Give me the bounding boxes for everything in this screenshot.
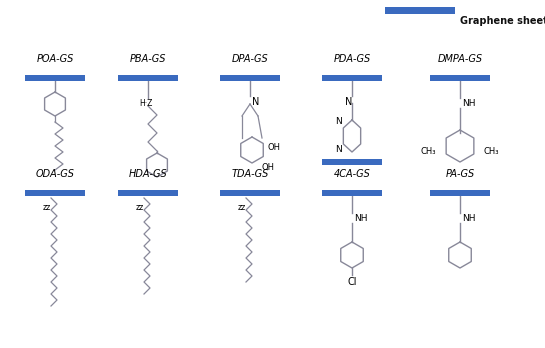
Text: POA-GS: POA-GS [37, 54, 74, 64]
Text: 4CA-GS: 4CA-GS [334, 169, 371, 179]
Text: DPA-GS: DPA-GS [232, 54, 268, 64]
Text: NH: NH [462, 214, 475, 223]
Text: N: N [335, 118, 341, 127]
Text: NH: NH [462, 99, 475, 108]
Text: ODA-GS: ODA-GS [35, 169, 75, 179]
Bar [118, 75, 178, 81]
Text: PBA-GS: PBA-GS [130, 54, 166, 64]
Text: N: N [252, 97, 259, 107]
Text: OH: OH [262, 163, 275, 172]
Bar [322, 190, 382, 196]
Text: OH: OH [267, 143, 280, 152]
Text: Cl: Cl [347, 277, 357, 287]
Text: zz: zz [136, 203, 144, 212]
Bar [430, 190, 490, 196]
Bar [385, 7, 455, 14]
Text: CH₃: CH₃ [484, 148, 500, 157]
Text: N: N [345, 97, 353, 107]
Text: PDA-GS: PDA-GS [334, 54, 371, 64]
Text: CH₃: CH₃ [421, 148, 436, 157]
Bar [25, 75, 85, 81]
Text: HDA-GS: HDA-GS [129, 169, 167, 179]
Text: Graphene sheet (GS): Graphene sheet (GS) [460, 16, 545, 26]
Bar [118, 190, 178, 196]
Bar [25, 190, 85, 196]
Bar [322, 159, 382, 165]
Bar [220, 75, 280, 81]
Text: PA-GS: PA-GS [445, 169, 475, 179]
Bar [220, 190, 280, 196]
Text: DMPA-GS: DMPA-GS [438, 54, 482, 64]
Text: NH: NH [354, 214, 367, 223]
Text: zz: zz [238, 203, 246, 212]
Text: zz: zz [43, 203, 51, 212]
Text: H·Z: H·Z [139, 99, 153, 108]
Bar [430, 75, 490, 81]
Text: TDA-GS: TDA-GS [231, 169, 269, 179]
Text: N: N [335, 145, 341, 155]
Bar [322, 75, 382, 81]
